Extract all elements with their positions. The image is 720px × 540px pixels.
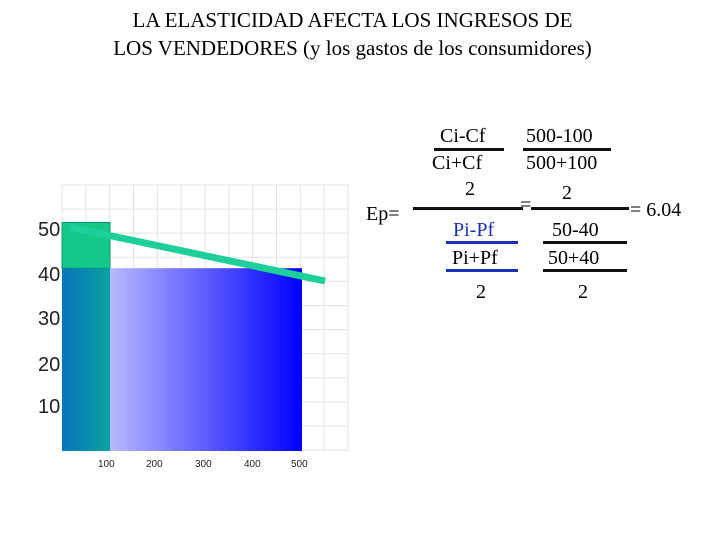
den-divisor: 2: [476, 281, 486, 303]
x-tick-label: 100: [98, 459, 115, 470]
main-fraction-bar: [413, 207, 523, 210]
val-den-bar-2: [543, 269, 627, 272]
slide-title: LA ELASTICIDAD AFECTA LOS INGRESOS DE LO…: [0, 6, 705, 62]
ep-label: Ep=: [366, 203, 400, 225]
demand-curve: [68, 223, 326, 285]
y-tick-label: 10: [38, 396, 60, 418]
val-num-divisor: 2: [562, 182, 572, 204]
val-den-bar-1: [543, 241, 627, 244]
title-line-1: LA ELASTICIDAD AFECTA LOS INGRESOS DE: [132, 8, 573, 32]
den-top: Pi-Pf: [453, 219, 495, 241]
val-num-bottom: 500+100: [526, 152, 598, 174]
value-fraction-bar: [531, 207, 629, 210]
num-fraction-bar-1: [434, 148, 504, 151]
y-tick-label: 50: [38, 219, 60, 241]
chart-demand-line: [68, 223, 326, 285]
chart-y-ticks: 50 40 30 20 10: [38, 219, 60, 418]
den-fraction-bar-2: [446, 269, 518, 272]
title-line-2: LOS VENDEDORES (y los gastos de los cons…: [113, 36, 592, 60]
equals-sign: =: [520, 194, 532, 216]
chart-areas: [61, 222, 302, 451]
num-bottom: Ci+Cf: [432, 152, 483, 174]
shared-revenue-area: [62, 268, 110, 451]
new-revenue-area: [110, 268, 302, 451]
den-fraction-bar-1: [446, 241, 518, 244]
y-tick-label: 30: [38, 308, 60, 330]
val-den-bottom: 50+40: [548, 247, 600, 269]
x-tick-label: 400: [244, 459, 261, 470]
num-divisor: 2: [465, 178, 475, 200]
val-num-bar: [523, 148, 611, 151]
val-den-top: 50-40: [552, 219, 599, 241]
x-tick-label: 500: [291, 459, 308, 470]
val-num-top: 500-100: [526, 125, 593, 147]
result-value: = 6.04: [630, 199, 682, 221]
y-tick-label: 40: [38, 264, 60, 286]
val-den-divisor: 2: [578, 281, 588, 303]
num-top: Ci-Cf: [440, 125, 486, 147]
y-tick-label: 20: [38, 354, 60, 376]
x-tick-label: 300: [195, 459, 212, 470]
chart-x-ticks: 100 200 300 400 500: [98, 459, 308, 470]
den-bottom: Pi+Pf: [452, 247, 498, 269]
x-tick-label: 200: [146, 459, 163, 470]
